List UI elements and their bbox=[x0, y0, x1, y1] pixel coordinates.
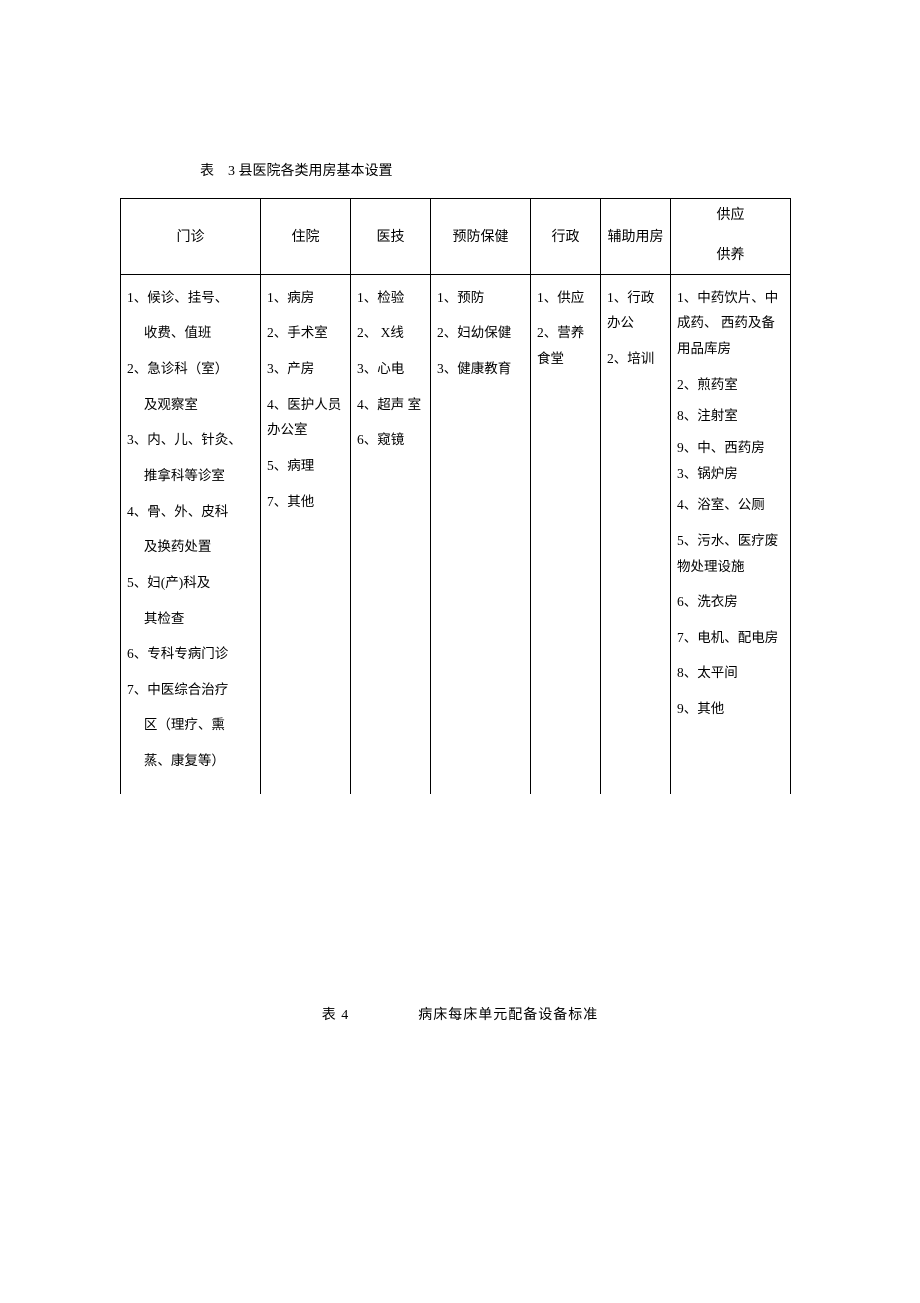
list-item: 6、专科专病门诊 bbox=[127, 641, 254, 667]
table3-header-col1: 门诊 bbox=[121, 199, 261, 275]
list-item: 1、检验 bbox=[357, 285, 424, 311]
list-item: 及观察室 bbox=[127, 392, 254, 418]
list-item: 区（理疗、熏 bbox=[127, 712, 254, 738]
list-item: 8、注射室 bbox=[677, 403, 784, 429]
table3-header-row: 门诊 住院 医技 预防保健 行政 辅助用房 供应 供养 bbox=[121, 199, 791, 275]
table3-header-col4: 预防保健 bbox=[431, 199, 531, 275]
table3-h3a: 医技 bbox=[377, 230, 405, 245]
list-item: 4、骨、外、皮科 bbox=[127, 499, 254, 525]
list-item: 及换药处置 bbox=[127, 534, 254, 560]
list-item: 2、 X线 bbox=[357, 320, 424, 346]
table4-caption-text: 病床每床单元配备设备标准 bbox=[418, 1008, 598, 1023]
list-item: 5、污水、医疗废物处理设施 bbox=[677, 528, 784, 579]
list-item: 4、浴室、公厕 bbox=[677, 492, 784, 518]
list-item: 9、中、西药房 bbox=[677, 435, 784, 461]
list-item: 1、中药饮片、中成药、 西药及备用品库房 bbox=[677, 285, 784, 362]
list-item: 8、太平间 bbox=[677, 660, 784, 686]
table3-header-col7: 供应 供养 bbox=[671, 199, 791, 275]
list-item: 1、候诊、挂号、 bbox=[127, 285, 254, 311]
list-item: 3、健康教育 bbox=[437, 356, 524, 382]
list-item: 7、其他 bbox=[267, 489, 344, 515]
table3-h6a: 辅助用房 bbox=[608, 230, 664, 245]
list-item: 4、超声 室 bbox=[357, 392, 424, 418]
list-item: 2、营养食堂 bbox=[537, 320, 594, 371]
list-item: 3、锅炉房 bbox=[677, 461, 784, 487]
table3-caption-text: 县医院各类用房基本设置 bbox=[239, 164, 393, 179]
list-item: 3、产房 bbox=[267, 356, 344, 382]
list-item: 收费、值班 bbox=[127, 320, 254, 346]
table3-header-col2: 住院 bbox=[261, 199, 351, 275]
list-item: 5、病理 bbox=[267, 453, 344, 479]
list-item: 1、预防 bbox=[437, 285, 524, 311]
list-item: 9、其他 bbox=[677, 696, 784, 722]
list-item: 6、洗衣房 bbox=[677, 589, 784, 615]
table3-cell-col4: 1、预防 2、妇幼保健 3、健康教育 bbox=[431, 274, 531, 793]
list-item: 2、急诊科（室） bbox=[127, 356, 254, 382]
table3-h7-line1: 供应 bbox=[673, 205, 788, 227]
list-item: 6、窥镜 bbox=[357, 427, 424, 453]
list-item: 1、病房 bbox=[267, 285, 344, 311]
table3-caption-prefix: 表 3 bbox=[200, 164, 235, 179]
table3-cell-col1: 1、候诊、挂号、 收费、值班 2、急诊科（室） 及观察室 3、内、儿、针灸、 推… bbox=[121, 274, 261, 793]
table3-cell-col5: 1、供应 2、营养食堂 bbox=[531, 274, 601, 793]
table3-header-col3: 医技 bbox=[351, 199, 431, 275]
table3-cell-col6: 1、行政办公 2、培训 bbox=[601, 274, 671, 793]
list-item: 蒸、康复等） bbox=[127, 748, 254, 774]
list-item: 3、心电 bbox=[357, 356, 424, 382]
list-item: 其检查 bbox=[127, 606, 254, 632]
list-item: 1、行政办公 bbox=[607, 285, 664, 336]
table3-header-col5: 行政 bbox=[531, 199, 601, 275]
list-item: 2、培训 bbox=[607, 346, 664, 372]
table3-header-col6: 辅助用房 bbox=[601, 199, 671, 275]
list-item: 5、妇(产)科及 bbox=[127, 570, 254, 596]
list-item: 2、手术室 bbox=[267, 320, 344, 346]
table3-body-row: 1、候诊、挂号、 收费、值班 2、急诊科（室） 及观察室 3、内、儿、针灸、 推… bbox=[121, 274, 791, 793]
list-item: 3、内、儿、针灸、 bbox=[127, 427, 254, 453]
list-item: 2、煎药室 bbox=[677, 372, 784, 398]
list-item: 1、供应 bbox=[537, 285, 594, 311]
table3-h5a: 行政 bbox=[552, 230, 580, 245]
table4-caption-prefix: 表 4 bbox=[322, 1008, 350, 1023]
table3-h7-line2: 供养 bbox=[673, 245, 788, 267]
table4-caption: 表 4 病床每床单元配备设备标准 bbox=[100, 1004, 820, 1024]
list-item: 7、电机、配电房 bbox=[677, 625, 784, 651]
list-item: 4、医护人员办公室 bbox=[267, 392, 344, 443]
table3-cell-col2: 1、病房 2、手术室 3、产房 4、医护人员办公室 5、病理 7、其他 bbox=[261, 274, 351, 793]
table3-cell-col3: 1、检验 2、 X线 3、心电 4、超声 室 6、窥镜 bbox=[351, 274, 431, 793]
table3: 门诊 住院 医技 预防保健 行政 辅助用房 供应 供养 bbox=[120, 198, 791, 794]
table3-caption: 表 3 县医院各类用房基本设置 bbox=[200, 160, 820, 180]
table3-h2a: 住院 bbox=[292, 230, 320, 245]
list-item: 推拿科等诊室 bbox=[127, 463, 254, 489]
list-item: 7、中医综合治疗 bbox=[127, 677, 254, 703]
table3-cell-col7: 1、中药饮片、中成药、 西药及备用品库房 2、煎药室 8、注射室 9、中、西药房… bbox=[671, 274, 791, 793]
list-item: 2、妇幼保健 bbox=[437, 320, 524, 346]
document-page: 表 3 县医院各类用房基本设置 门诊 住院 医技 预防保健 行政 辅助用房 供应 bbox=[0, 0, 920, 1024]
